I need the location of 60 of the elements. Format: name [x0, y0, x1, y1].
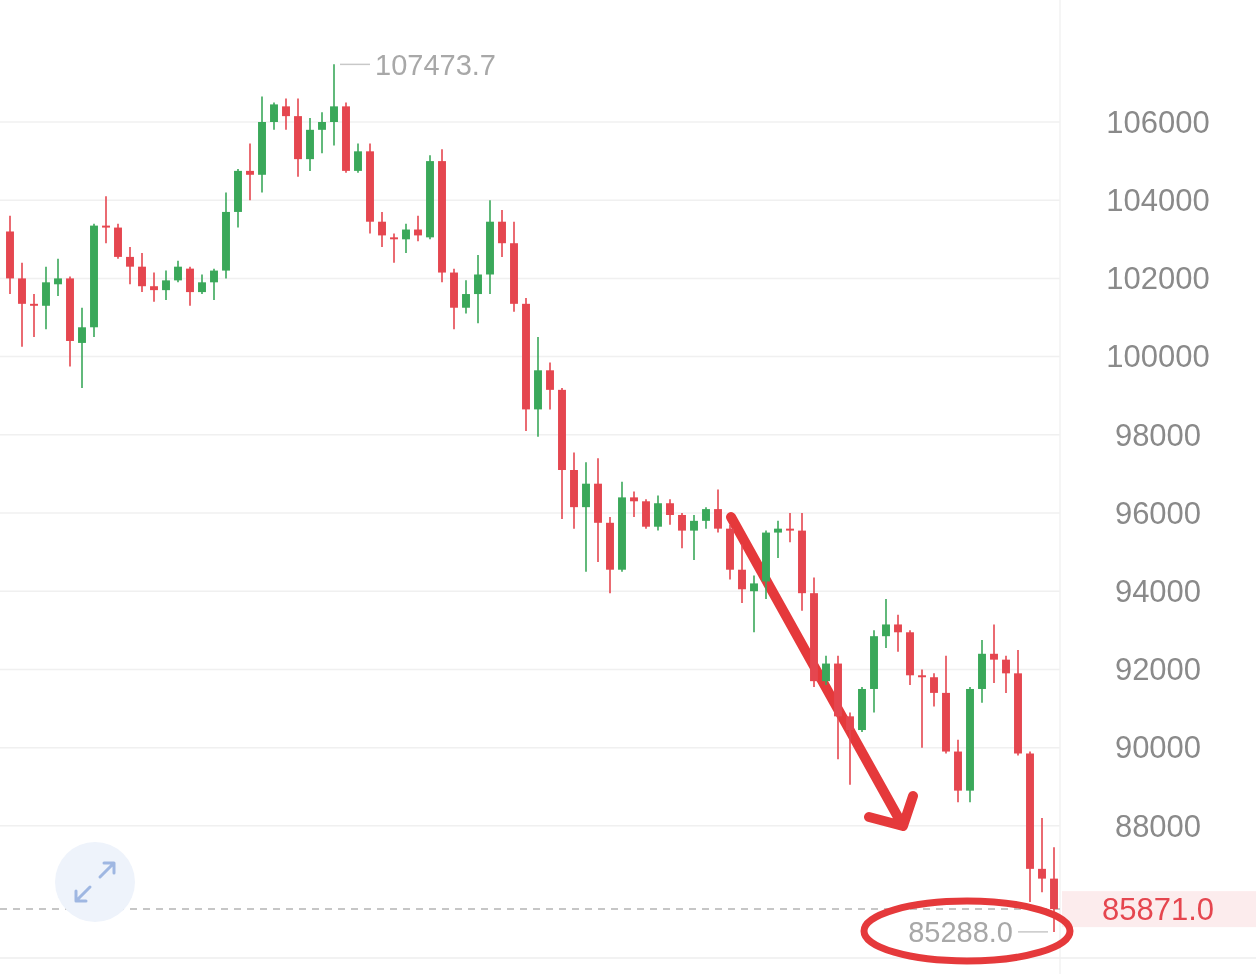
- y-tick-label: 102000: [1106, 261, 1210, 297]
- candlestick: [666, 498, 674, 526]
- y-tick-label: 106000: [1106, 104, 1210, 140]
- candlestick: [318, 111, 326, 155]
- candlestick: [714, 488, 722, 534]
- y-tick-label: 90000: [1114, 730, 1202, 766]
- y-tick-label: 100000: [1106, 339, 1210, 375]
- candlestick: [654, 494, 662, 532]
- candlestick: [786, 512, 794, 544]
- annotation: 107473.7: [375, 48, 496, 81]
- candlestick: [750, 574, 758, 634]
- candlestick: [378, 211, 386, 248]
- candlestick: [822, 654, 830, 686]
- candlestick: [246, 142, 254, 201]
- candlestick: [210, 267, 218, 301]
- y-tick-label: 98000: [1114, 417, 1202, 453]
- candlestick: [30, 293, 38, 338]
- candlestick: [198, 273, 206, 295]
- candlestick: [894, 613, 902, 653]
- candlestick: [54, 258, 62, 297]
- candlestick: [462, 279, 470, 315]
- candlestick: [186, 265, 194, 307]
- y-tick-label: 92000: [1114, 652, 1202, 688]
- candlestick: [138, 252, 146, 293]
- candlestick: [402, 222, 410, 254]
- candlestick: [690, 514, 698, 561]
- candlestick: [882, 598, 890, 649]
- candlestick: [990, 623, 998, 684]
- candlestick: [174, 260, 182, 284]
- candlestick: [582, 461, 590, 573]
- y-tick-label: 104000: [1106, 183, 1210, 219]
- candlestick: [546, 361, 554, 411]
- candlestick: [42, 265, 50, 331]
- candlestick: [702, 506, 710, 530]
- y-tick-label: 94000: [1114, 574, 1202, 610]
- candlestick: [282, 97, 290, 131]
- candlestick: [78, 306, 86, 389]
- candlestick: [270, 101, 278, 131]
- candlestick: [678, 512, 686, 550]
- candlestick: [354, 142, 362, 174]
- candlestick: [162, 269, 170, 301]
- candlestick: [474, 254, 482, 325]
- candlestick: [330, 63, 338, 147]
- candlestick: [126, 246, 134, 286]
- annotation: 85288.0: [908, 916, 1013, 949]
- y-tick-label: 96000: [1114, 495, 1202, 531]
- candlestick: [102, 195, 110, 245]
- candlestick: [498, 209, 506, 258]
- candlestick: [150, 271, 158, 303]
- candlestick: [630, 490, 638, 518]
- candlestick: [918, 668, 926, 749]
- candlestick: [774, 520, 782, 559]
- candlestick: [738, 543, 746, 604]
- candlestick: [1038, 817, 1046, 894]
- ref-line-label: 85871.0: [1101, 891, 1215, 927]
- y-tick-label: 88000: [1114, 808, 1202, 844]
- candlestick: [390, 232, 398, 264]
- candlestick: [930, 672, 938, 708]
- candlestick: [1002, 654, 1010, 694]
- candlestick: [846, 711, 854, 786]
